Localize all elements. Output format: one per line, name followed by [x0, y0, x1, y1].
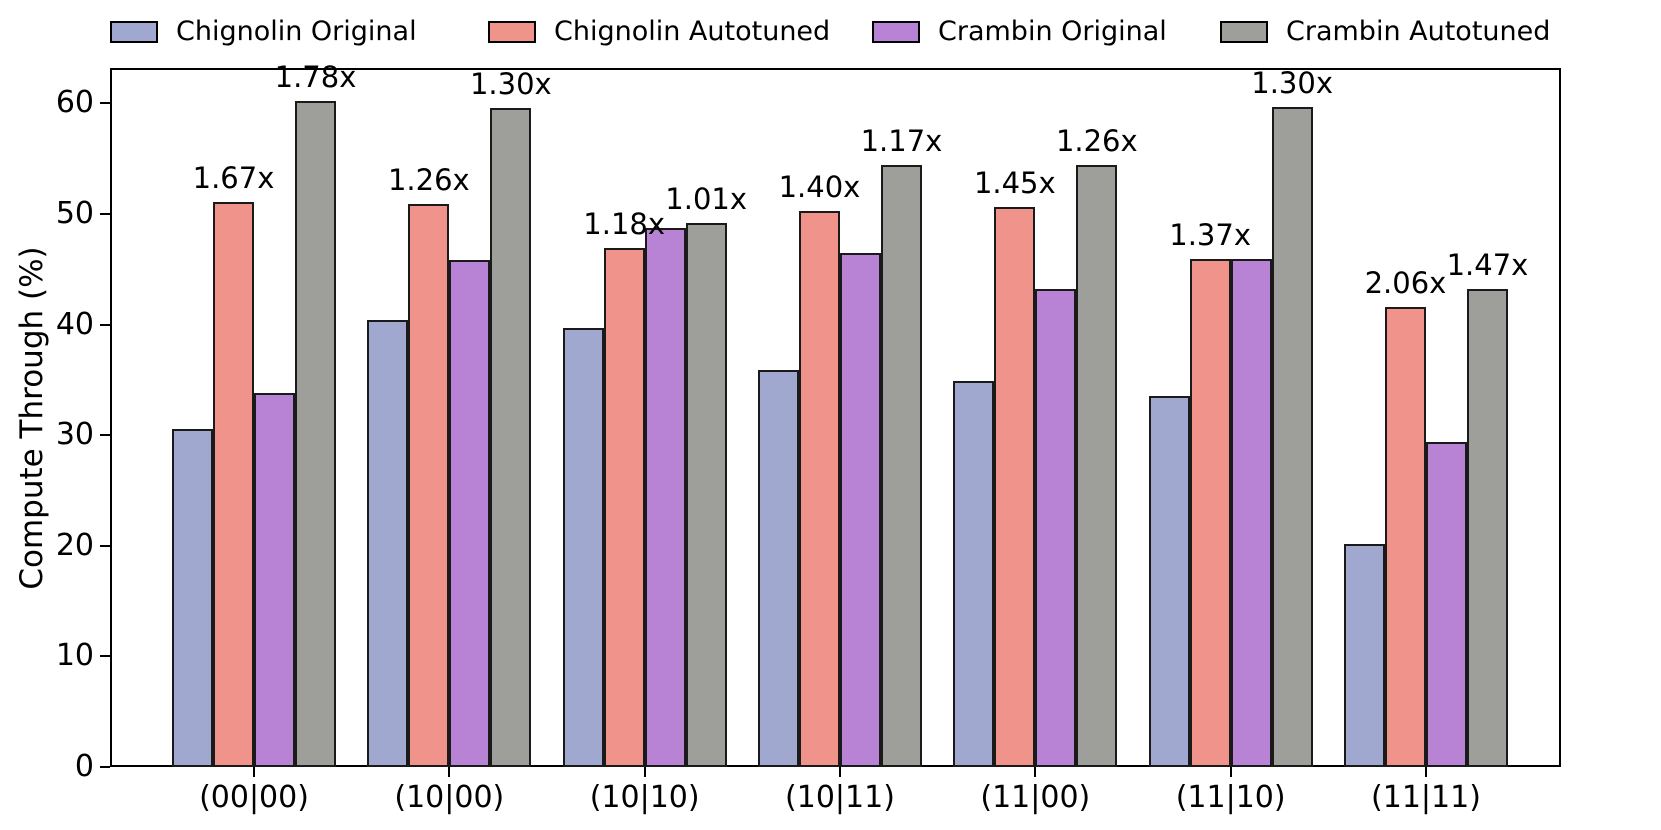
bar	[1384, 306, 1426, 767]
speedup-annotation: 2.06x	[1364, 265, 1447, 300]
legend-swatch-icon	[488, 21, 536, 44]
bar	[295, 101, 336, 767]
legend-swatch-icon	[872, 21, 920, 44]
bar	[1076, 165, 1118, 767]
bar	[490, 107, 532, 767]
bar	[1230, 259, 1272, 767]
bar	[757, 369, 799, 767]
y-tick-label: 60	[55, 85, 94, 121]
x-tick-mark	[838, 767, 841, 777]
bar	[1271, 106, 1313, 767]
x-tick-mark	[1424, 767, 1427, 777]
y-tick-label: 20	[55, 527, 94, 563]
x-tick-label: (11|00)	[980, 780, 1091, 815]
bar	[1035, 289, 1077, 767]
speedup-annotation: 1.40x	[778, 169, 861, 204]
x-tick-label: (00|00)	[199, 780, 309, 815]
bar	[1425, 441, 1467, 767]
x-tick-label: (11|10)	[1175, 780, 1286, 815]
speedup-annotation: 1.18x	[583, 207, 666, 242]
speedup-annotation: 1.47x	[1446, 248, 1529, 283]
speedup-annotation: 1.78x	[274, 60, 357, 95]
y-tick-label: 10	[55, 638, 94, 674]
x-tick-mark	[1229, 767, 1232, 777]
x-tick-mark	[643, 767, 646, 777]
y-tick-label: 0	[74, 749, 94, 784]
y-axis-label: Compute Through (%)	[14, 245, 50, 590]
x-tick-label: (10|00)	[394, 780, 505, 815]
legend-item-label: Chignolin Original	[176, 16, 417, 47]
legend-swatch-icon	[110, 21, 158, 44]
legend-swatch-icon	[1220, 21, 1268, 44]
bar	[839, 252, 881, 767]
y-tick-label: 30	[55, 417, 94, 453]
y-tick-mark	[100, 544, 110, 547]
y-tick-mark	[100, 766, 110, 768]
y-tick-label: 40	[55, 306, 94, 342]
bar	[213, 201, 254, 767]
bar	[1189, 259, 1231, 767]
bar	[953, 381, 995, 767]
x-tick-mark	[253, 767, 255, 777]
speedup-annotation: 1.26x	[1055, 124, 1138, 159]
bar	[994, 207, 1036, 767]
bar	[1148, 396, 1190, 767]
y-tick-label: 50	[55, 195, 94, 231]
legend-item-label: Crambin Original	[938, 16, 1167, 47]
speedup-annotation: 1.30x	[469, 66, 552, 101]
bar	[685, 222, 727, 767]
speedup-annotation: 1.26x	[387, 163, 470, 198]
bar	[1466, 289, 1508, 767]
y-tick-mark	[100, 212, 110, 215]
legend-item: Chignolin Autotuned	[488, 16, 830, 48]
legend-item: Chignolin Original	[110, 16, 417, 48]
legend-item: Crambin Autotuned	[1220, 16, 1550, 48]
speedup-annotation: 1.37x	[1169, 218, 1251, 253]
y-tick-mark	[100, 323, 110, 326]
bar	[1343, 543, 1385, 767]
x-tick-label: (10|11)	[785, 780, 895, 815]
x-tick-label: (11|11)	[1371, 780, 1481, 815]
x-tick-mark	[448, 767, 451, 777]
x-tick-mark	[1034, 767, 1037, 777]
speedup-annotation: 1.01x	[665, 181, 748, 216]
bar	[880, 165, 922, 767]
legend-item: Crambin Original	[872, 16, 1167, 48]
legend-item-label: Chignolin Autotuned	[554, 16, 831, 47]
bar	[367, 320, 409, 767]
bar	[798, 210, 840, 767]
x-tick-label: (10|10)	[589, 780, 700, 815]
bar	[603, 248, 645, 767]
speedup-annotation: 1.30x	[1251, 65, 1333, 100]
bar	[562, 327, 604, 767]
y-tick-mark	[100, 655, 110, 658]
bar	[254, 393, 295, 767]
legend-item-label: Crambin Autotuned	[1286, 16, 1551, 47]
y-tick-mark	[100, 102, 110, 105]
y-tick-mark	[100, 434, 110, 437]
bar	[644, 228, 686, 767]
speedup-annotation: 1.45x	[973, 166, 1056, 201]
speedup-annotation: 1.17x	[860, 124, 943, 159]
bar	[172, 428, 213, 767]
bar	[408, 204, 450, 767]
bar	[449, 260, 491, 767]
speedup-annotation: 1.67x	[192, 160, 275, 195]
